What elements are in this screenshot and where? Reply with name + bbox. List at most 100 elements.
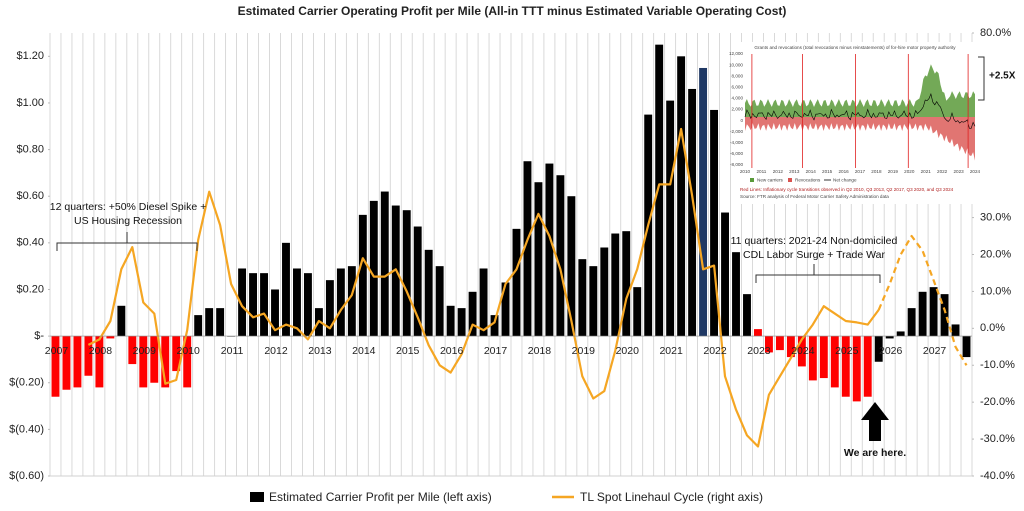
inset-y-tick: 2,000 [732,107,744,112]
bar [51,336,60,397]
bar [841,336,850,397]
inset-legend-label: Revocations [795,178,821,183]
annotation: +2.5X [989,71,1016,82]
y2-tick-label: -40.0% [980,470,1015,482]
y-tick-label: $(0.40) [9,423,44,435]
inset-y-tick: 8,000 [732,73,744,78]
x-tick-label: 2012 [264,345,288,357]
bar [754,329,762,337]
x-tick-label: 2011 [221,345,244,357]
inset-x-tick: 2019 [888,169,899,174]
inset-y-tick: 4,000 [732,96,744,101]
inset-note: Red Lines: Inflationary cycle transition… [740,187,954,192]
x-tick-label: 2018 [528,345,552,357]
bar [413,226,422,337]
inset-y-tick: -2,000 [730,129,743,134]
bar [819,336,828,379]
bar [424,249,433,337]
bar [622,231,631,337]
inset-x-tick: 2020 [904,169,915,174]
bar [84,336,93,376]
y2-tick-label: 20.0% [980,248,1011,260]
bar [852,336,861,402]
bar [358,214,367,337]
x-tick-label: 2017 [484,345,508,357]
x-tick-label: 2023 [747,345,771,357]
inset-x-tick: 2012 [773,169,784,174]
x-tick-label: 2013 [308,345,332,357]
bar [721,212,729,337]
y-tick-label: $(0.20) [9,377,44,389]
inset-x-tick: 2013 [789,169,800,174]
bar [238,268,247,337]
y-tick-label: $0.80 [16,143,44,155]
bar [743,294,751,337]
bar [95,336,104,388]
x-tick-label: 2026 [879,345,903,357]
x-tick-label: 2009 [133,345,157,357]
x-tick-label: 2014 [352,345,376,357]
bar [567,196,576,337]
bar [336,268,345,337]
bar [172,336,181,372]
bar [260,273,268,337]
inset-x-tick: 2016 [838,169,849,174]
x-tick-label: 2007 [45,345,69,357]
bar [578,259,587,337]
bar [896,331,905,337]
bar [808,336,817,381]
chart-title: Estimated Carrier Operating Profit per M… [238,4,787,18]
y2-tick-label: 0.0% [980,322,1005,334]
bar [282,242,290,337]
annotation: US Housing Recession [74,215,182,227]
inset-y-tick: 10,000 [729,62,743,67]
y-tick-label: $1.00 [16,97,44,109]
bar [325,280,334,337]
y-tick-label: $- [34,330,44,342]
x-tick-label: 2010 [177,345,201,357]
inset-x-tick: 2023 [953,169,964,174]
bar [62,336,71,390]
annotation: 11 quarters: 2021-24 Non-domiciled [731,235,898,247]
legend-swatch [250,492,264,502]
bar [106,336,115,339]
bar [369,200,378,337]
y-tick-label: $(0.60) [9,470,44,482]
bar [589,266,598,337]
bar [600,247,609,337]
bar [194,315,203,337]
bar [271,289,279,337]
bar [402,210,411,337]
bar [183,336,192,388]
bar [918,291,927,337]
bar [303,273,312,337]
inset-legend-swatch [788,178,792,182]
bar [205,308,214,337]
bar [929,287,938,337]
bar [139,336,148,388]
inset-y-tick: -4,000 [730,140,743,145]
x-tick-label: 2024 [791,345,815,357]
legend-label: TL Spot Linehaul Cycle (right axis) [580,490,763,504]
inset-x-tick: 2021 [921,169,932,174]
bar [457,308,466,337]
y-tick-label: $0.20 [16,283,44,295]
bar [940,294,949,337]
x-tick-label: 2022 [703,345,727,357]
bar [666,100,675,337]
bar [490,315,499,337]
arrow [861,402,889,441]
y2-tick-label: 30.0% [980,211,1011,223]
bar [797,336,806,367]
bar [150,336,159,383]
y2-tick-label: 80.0% [980,27,1011,39]
bar [688,88,697,337]
inset-legend-label: Net change [833,178,857,183]
bar [161,336,170,388]
bar [347,266,356,337]
x-tick-label: 2016 [440,345,464,357]
bar [907,308,916,337]
bar [830,336,839,388]
y-tick-label: $0.40 [16,237,44,249]
bracket [755,264,881,283]
